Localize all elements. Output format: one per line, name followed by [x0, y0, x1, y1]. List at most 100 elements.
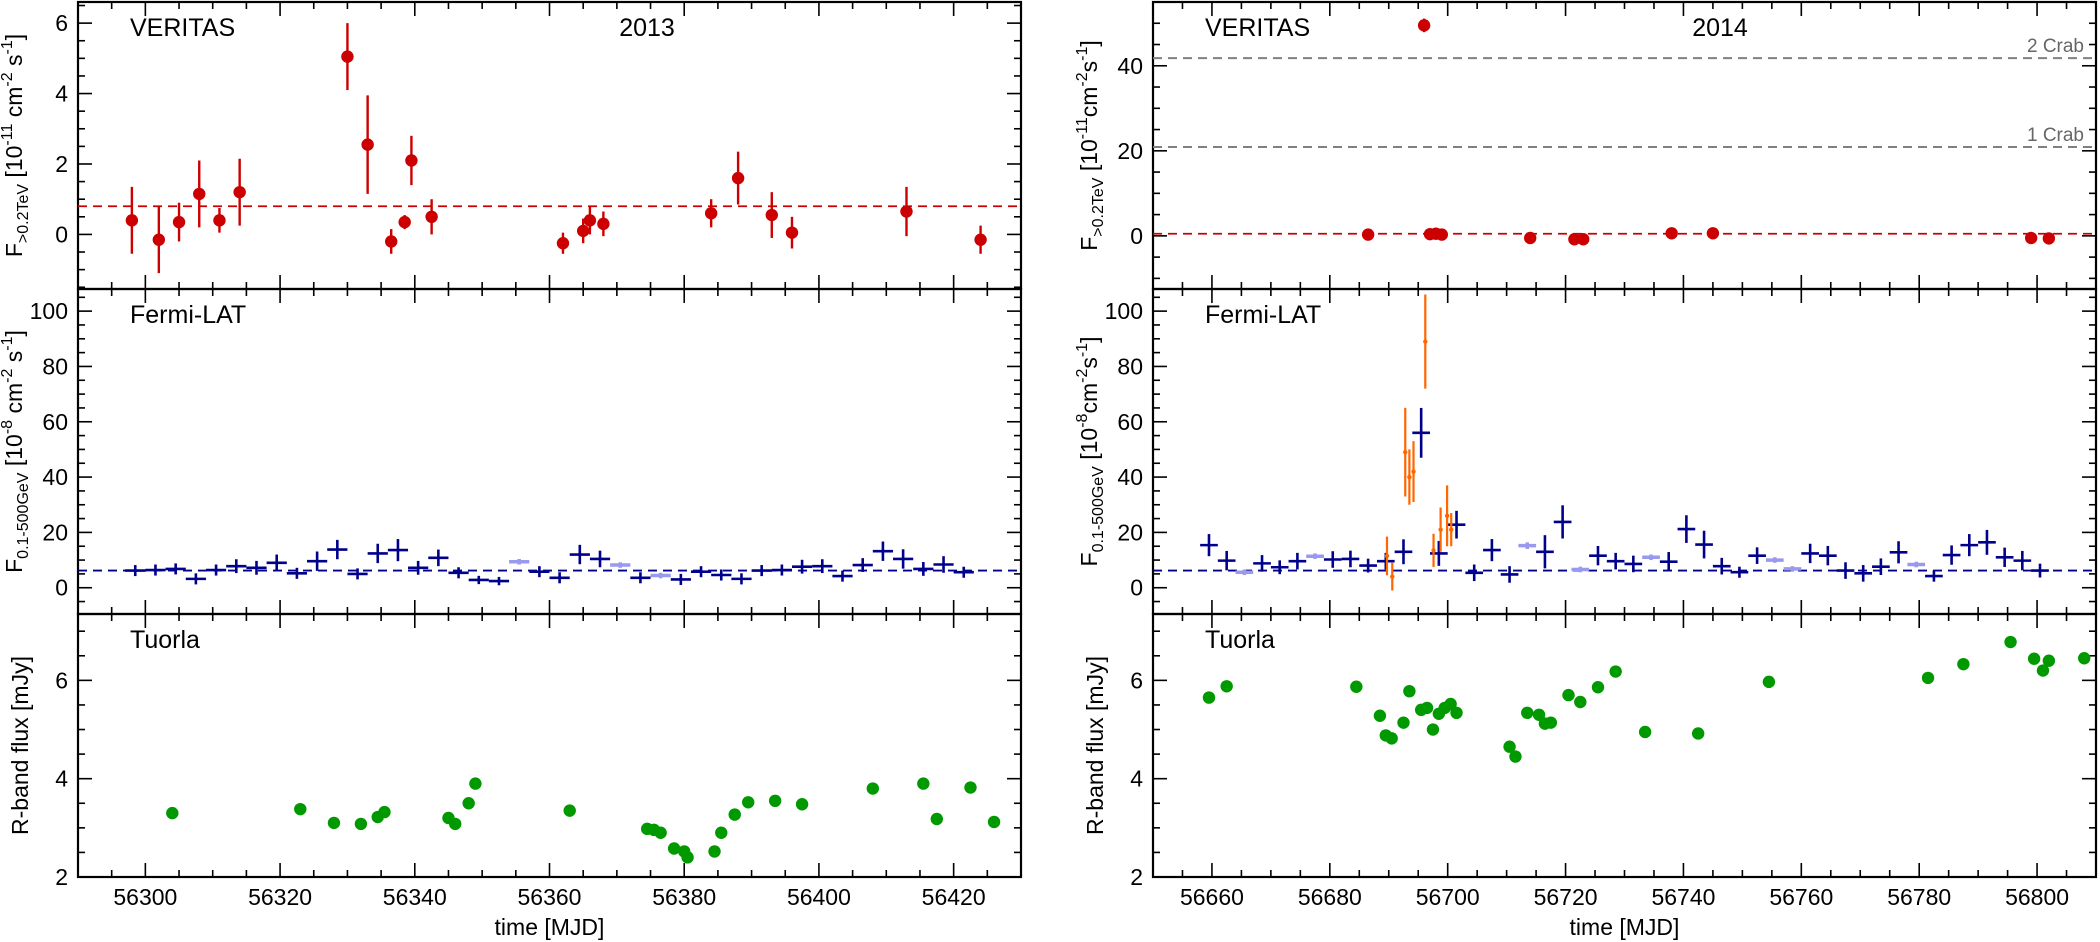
panel-label: Tuorla [130, 626, 200, 654]
veritas-marker [704, 207, 718, 220]
fermi-point-dark [266, 554, 287, 572]
veritas-point [1577, 233, 1590, 246]
veritas-marker [765, 208, 778, 222]
fermi-point-dark [872, 541, 894, 561]
y-tick-label: 4 [55, 81, 68, 107]
tuorla-point [708, 845, 721, 858]
veritas-marker [361, 138, 374, 151]
fermi-point-dark [953, 566, 974, 578]
x-tick-label: 56660 [1180, 884, 1244, 910]
veritas-point [704, 199, 718, 228]
tuorla-point [1921, 671, 1935, 685]
fermi-point-dark [1412, 407, 1431, 458]
tuorla-point [1403, 684, 1416, 698]
x-tick-label: 56420 [922, 884, 986, 910]
tuorla-point [1426, 723, 1440, 736]
year-label: 2014 [1692, 14, 1748, 42]
tuorla-point [1544, 716, 1558, 729]
veritas-point [385, 229, 398, 254]
veritas-point [213, 208, 226, 233]
y-axis-label: F0.1-500GeV [10-8 cm-2 s-1] [0, 330, 32, 573]
fermi-point-dark [1270, 560, 1289, 575]
right-fermi-axes: 0 20 40 60 80 100 Fermi-LAT [1105, 287, 2098, 616]
tuorla-point [378, 805, 391, 819]
tuorla-point [1220, 680, 1233, 693]
fermi-point-light [650, 572, 671, 579]
veritas-marker [425, 210, 438, 224]
veritas-point [425, 199, 438, 235]
tuorla-point [2036, 664, 2050, 677]
veritas-marker [2024, 231, 2038, 245]
crab-label: 1 Crab [2027, 125, 2084, 146]
veritas-point [974, 225, 987, 254]
fermi-point-dark [1942, 545, 1961, 565]
tuorla-point [1397, 716, 1410, 729]
veritas-point [341, 23, 354, 91]
fermi-point-orange [1431, 533, 1436, 567]
left-fermi-axes: 0 20 40 60 80 100 Fermi-LAT [30, 287, 1023, 616]
fermi-point-dark [488, 576, 510, 586]
y-axis-label: F>0.2TeV [10-11cm-2s-1] [1074, 40, 1107, 251]
veritas-marker [1417, 19, 1431, 32]
x-tick-label: 56780 [1887, 884, 1951, 910]
veritas-point [193, 160, 206, 228]
x-axis-label: time [MJD] [495, 914, 605, 940]
tuorla-point [795, 798, 809, 811]
fermi-marker [1431, 548, 1436, 553]
fermi-point-dark [1712, 557, 1731, 575]
fermi-point-light [1765, 557, 1784, 563]
fermi-point-dark [185, 573, 206, 585]
y-tick-label: 100 [1105, 298, 1143, 324]
fermi-point-dark [1606, 552, 1625, 570]
veritas-marker [213, 214, 226, 227]
fermi-point-dark [1677, 515, 1696, 543]
tuorla-point [768, 794, 782, 808]
x-tick-label: 56340 [383, 884, 447, 910]
y-tick-label: 0 [55, 575, 68, 601]
fermi-point-orange [1390, 562, 1395, 591]
fermi-marker [1403, 449, 1408, 455]
tuorla-point [1638, 725, 1652, 739]
fermi-point-dark [165, 563, 186, 575]
veritas-marker [583, 214, 597, 227]
x-tick-label: 56360 [518, 884, 582, 910]
tuorla-point [728, 808, 741, 821]
x-tick-label: 56300 [113, 884, 177, 910]
fermi-point-dark [1889, 541, 1908, 564]
y-axis-label: R-band flux [mJy] [1082, 656, 1108, 835]
fermi-point-dark [448, 567, 469, 579]
tuorla-point [715, 826, 728, 839]
tuorla-point [1609, 665, 1622, 678]
fermi-point-dark [791, 559, 813, 574]
x-tick-label: 56400 [787, 884, 851, 910]
veritas-point [1524, 231, 1537, 245]
veritas-marker [152, 233, 166, 246]
fermi-point-light [1642, 554, 1660, 561]
y-tick-label: 6 [1130, 667, 1143, 693]
fermi-point-orange [1384, 536, 1390, 576]
fermi-point-dark [327, 539, 348, 560]
left-tuorla-axes: 2 4 6 56300 56320 56340 56360 56380 56400 56420 ti… [7, 612, 1023, 940]
fermi-point-dark [569, 544, 590, 565]
y-tick-label: 6 [55, 667, 68, 693]
veritas-marker [341, 50, 354, 63]
y-tick-label: 20 [42, 519, 68, 545]
fermi-point-dark [1536, 535, 1554, 569]
veritas-marker [1361, 228, 1375, 241]
fermi-point-dark [468, 575, 489, 585]
tuorla-point [2042, 654, 2056, 667]
fermi-point-dark [1960, 534, 1979, 557]
veritas-marker [731, 171, 745, 185]
veritas-point [152, 206, 166, 274]
y-tick-label: 40 [1117, 53, 1143, 79]
veritas-point [2024, 231, 2038, 245]
veritas-point [125, 186, 139, 254]
veritas-point [785, 216, 799, 249]
fermi-point-dark [226, 559, 247, 574]
fermi-marker [1411, 469, 1416, 474]
tuorla-point [1420, 701, 1434, 715]
y-tick-label: 60 [1117, 409, 1143, 435]
veritas-point [1435, 228, 1448, 241]
x-tick-label: 56800 [2005, 884, 2069, 910]
veritas-marker [193, 187, 206, 201]
